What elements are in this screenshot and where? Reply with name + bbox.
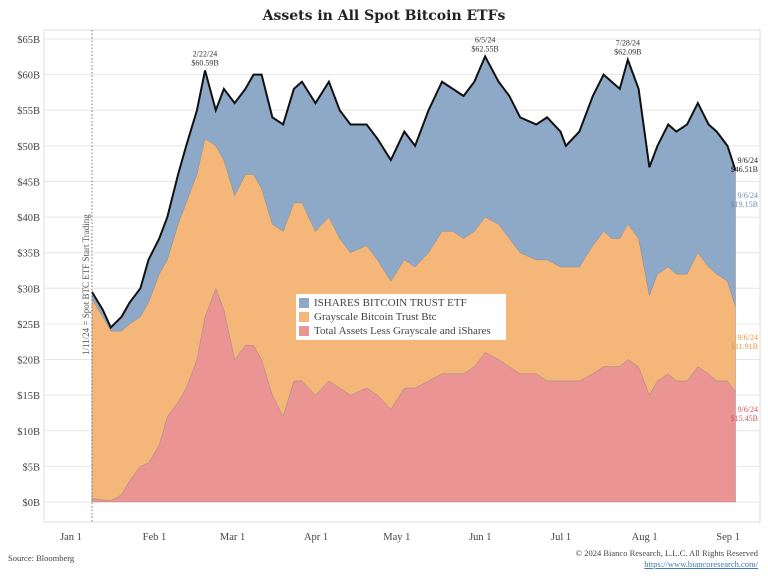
peak-value-label: $62.09B <box>614 48 641 57</box>
y-tick-label: $10B <box>17 427 40 438</box>
start-trading-label: 1/11/24 = Spot BTC ETF Start Trading <box>81 214 91 355</box>
y-tick-label: $15B <box>17 391 40 402</box>
legend-swatch <box>299 312 309 322</box>
y-tick-label: $40B <box>17 213 40 224</box>
x-tick-label: Jun 1 <box>469 532 491 543</box>
peak-date-label: 7/28/24 <box>616 39 640 48</box>
end-value-label: $15.45B <box>731 414 758 423</box>
peak-date-label: 2/22/24 <box>193 49 217 58</box>
y-tick-label: $0B <box>22 498 40 509</box>
y-tick-label: $55B <box>17 106 40 117</box>
x-tick-label: Jan 1 <box>60 532 82 543</box>
copyright: © 2024 Bianco Research, L.L.C. All Right… <box>575 548 758 558</box>
end-value-label: $46.51B <box>731 165 758 174</box>
y-tick-label: $35B <box>17 249 40 260</box>
y-tick-label: $30B <box>17 284 40 295</box>
x-tick-label: Aug 1 <box>632 532 658 543</box>
legend-swatch <box>299 326 309 336</box>
end-date-label: 9/6/24 <box>738 405 758 414</box>
legend-label: Grayscale Bitcoin Trust Btc <box>314 311 437 323</box>
peak-value-label: $62.55B <box>471 44 498 53</box>
x-tick-label: Jul 1 <box>551 532 571 543</box>
y-tick-label: $45B <box>17 177 40 188</box>
end-date-label: 9/6/24 <box>738 191 758 200</box>
end-value-label: $11.91B <box>731 342 758 351</box>
x-tick-label: Mar 1 <box>220 532 245 543</box>
end-date-label: 9/6/24 <box>738 156 758 165</box>
x-tick-label: May 1 <box>383 532 410 543</box>
y-tick-label: $20B <box>17 356 40 367</box>
legend-label: ISHARES BITCOIN TRUST ETF <box>314 297 467 309</box>
website-link[interactable]: https://www.biancoresearch.com/ <box>644 559 758 569</box>
x-tick-label: Sep 1 <box>716 532 740 543</box>
y-tick-label: $65B <box>17 35 40 46</box>
legend-item-other: Total Assets Less Grayscale and iShares <box>299 324 503 338</box>
legend-item-grayscale: Grayscale Bitcoin Trust Btc <box>299 310 503 324</box>
legend: ISHARES BITCOIN TRUST ETF Grayscale Bitc… <box>296 294 506 340</box>
legend-label: Total Assets Less Grayscale and iShares <box>314 325 491 337</box>
plot-frame <box>43 29 761 523</box>
chart-title: Assets in All Spot Bitcoin ETFs <box>262 8 506 24</box>
legend-swatch <box>299 298 309 308</box>
x-tick-label: Apr 1 <box>304 532 328 543</box>
y-tick-label: $25B <box>17 320 40 331</box>
peak-value-label: $60.59B <box>191 58 218 67</box>
end-value-label: $19.15B <box>731 200 758 209</box>
y-tick-label: $5B <box>22 462 40 473</box>
total-assets-line <box>91 54 737 330</box>
y-tick-label: $50B <box>17 142 40 153</box>
x-tick-label: Feb 1 <box>143 532 167 543</box>
end-date-label: 9/6/24 <box>738 333 758 342</box>
peak-date-label: 6/5/24 <box>475 35 495 44</box>
legend-item-ishares: ISHARES BITCOIN TRUST ETF <box>299 296 503 310</box>
source-note: Source: Bloomberg <box>8 553 75 563</box>
y-tick-label: $60B <box>17 71 40 82</box>
